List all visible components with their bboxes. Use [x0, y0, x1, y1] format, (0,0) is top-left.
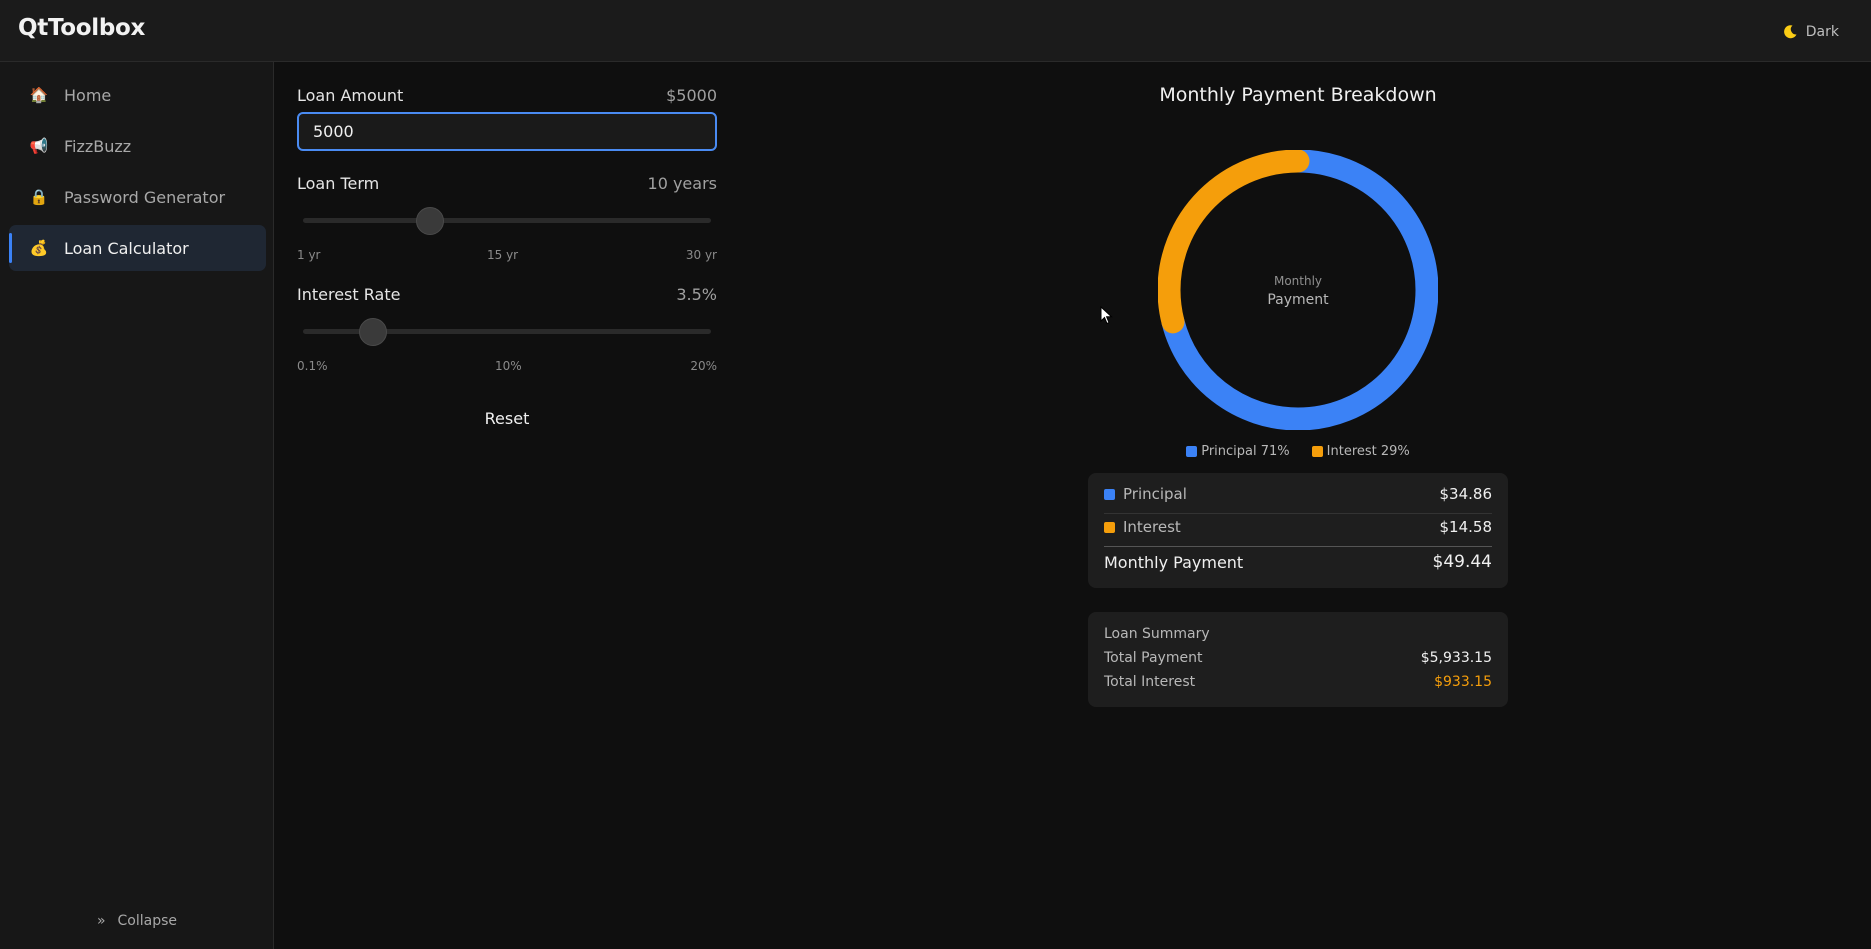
reset-button[interactable]: Reset — [447, 402, 567, 434]
legend-swatch-principal — [1186, 446, 1198, 457]
legend-item-principal: Principal 71% — [1186, 444, 1290, 459]
app-title: QtToolbox — [18, 15, 146, 41]
breakdown-row-principal: Principal $34.86 — [1104, 485, 1492, 503]
megaphone-icon: 📢 — [29, 137, 49, 155]
loan-amount-display: $5000 — [666, 86, 717, 105]
donut-center-label: Monthly Payment — [1198, 272, 1398, 310]
sidebar-item-label: Home — [64, 85, 112, 105]
interest-rate-header: Interest Rate 3.5% — [297, 285, 717, 304]
interest-swatch — [1104, 521, 1115, 533]
tick-label: 1 yr — [297, 248, 321, 262]
legend-swatch-interest — [1311, 446, 1323, 457]
summary-row-total-payment: Total Payment $5,933.15 — [1104, 650, 1492, 666]
loan-amount-label: Loan Amount — [297, 86, 404, 105]
payment-breakdown-card: Principal $34.86 Interest $14.58 Monthly… — [1088, 473, 1508, 588]
loan-amount-header: Loan Amount $5000 — [297, 86, 717, 105]
loan-amount-input[interactable] — [297, 112, 717, 151]
summary-label: Total Interest — [1104, 674, 1196, 690]
loan-term-display: 10 years — [647, 174, 717, 193]
loan-term-slider[interactable] — [303, 218, 711, 223]
theme-label: Dark — [1805, 24, 1839, 40]
sidebar-item-loan-calculator[interactable]: 💰 Loan Calculator — [9, 225, 266, 271]
tick-label: 15 yr — [487, 248, 519, 262]
interest-rate-slider[interactable] — [303, 329, 711, 334]
loan-term-label: Loan Term — [297, 174, 380, 193]
collapse-button[interactable]: » Collapse — [0, 913, 274, 929]
sidebar-item-label: Password Generator — [64, 187, 226, 207]
divider — [1104, 513, 1492, 514]
monthly-payment-label: Monthly Payment — [1104, 552, 1244, 572]
summary-label: Total Payment — [1104, 650, 1203, 666]
payment-donut-chart — [1158, 150, 1438, 430]
loan-term-slider-handle[interactable] — [415, 207, 444, 235]
house-icon: 🏠 — [29, 86, 49, 104]
sidebar-item-fizzbuzz[interactable]: 📢 FizzBuzz — [9, 123, 266, 169]
lock-icon: 🔒 — [29, 188, 49, 206]
chart-legend: Principal 71% Interest 29% — [1098, 444, 1498, 459]
chart-title: Monthly Payment Breakdown — [1159, 84, 1437, 106]
interest-rate-display: 3.5% — [676, 285, 717, 304]
breakdown-value: $14.58 — [1439, 518, 1493, 536]
divider — [1104, 546, 1492, 547]
tick-label: 30 yr — [685, 248, 717, 262]
mouse-cursor-icon — [1100, 306, 1113, 325]
legend-label: Interest 29% — [1326, 444, 1410, 459]
donut-center-line-2: Payment — [1267, 292, 1329, 308]
tick-label: 0.1% — [297, 359, 328, 373]
sidebar-item-password-generator[interactable]: 🔒 Password Generator — [9, 174, 266, 220]
legend-label: Principal 71% — [1201, 444, 1290, 459]
sidebar-item-home[interactable]: 🏠 Home — [9, 72, 266, 118]
breakdown-row-total: Monthly Payment $49.44 — [1104, 552, 1492, 572]
donut-center-line-1: Monthly — [1273, 274, 1323, 288]
sidebar-item-label: Loan Calculator — [64, 238, 189, 258]
loan-summary-card: Loan Summary Total Payment $5,933.15 Tot… — [1088, 612, 1508, 707]
principal-swatch — [1104, 488, 1115, 500]
money-bag-icon: 💰 — [29, 239, 49, 257]
theme-toggle[interactable]: Dark — [1782, 20, 1839, 44]
donut-slice-interest — [1158, 150, 1438, 430]
interest-rate-label: Interest Rate — [297, 285, 401, 304]
breakdown-value: $34.86 — [1439, 485, 1493, 503]
breakdown-row-interest: Interest $14.58 — [1104, 518, 1492, 536]
legend-item-interest: Interest 29% — [1311, 444, 1410, 459]
sidebar-item-label: FizzBuzz — [64, 136, 132, 156]
sidebar: 🏠 Home 📢 FizzBuzz 🔒 Password Generator 💰… — [0, 62, 274, 949]
double-chevron-icon: » — [96, 913, 106, 929]
loan-summary-heading: Loan Summary — [1104, 626, 1210, 642]
moon-icon — [1783, 25, 1797, 39]
summary-row-total-interest: Total Interest $933.15 — [1104, 674, 1492, 690]
monthly-payment-value: $49.44 — [1432, 552, 1492, 572]
tick-label: 10% — [495, 359, 522, 373]
breakdown-label: Interest — [1123, 518, 1181, 536]
summary-value: $933.15 — [1434, 674, 1492, 690]
loan-term-header: Loan Term 10 years — [297, 174, 717, 193]
top-bar: QtToolbox Dark — [0, 0, 1871, 62]
interest-rate-slider-handle[interactable] — [358, 318, 387, 346]
tick-label: 20% — [690, 359, 717, 373]
collapse-label: Collapse — [117, 913, 178, 929]
summary-value: $5,933.15 — [1420, 650, 1492, 666]
breakdown-label: Principal — [1123, 485, 1187, 503]
